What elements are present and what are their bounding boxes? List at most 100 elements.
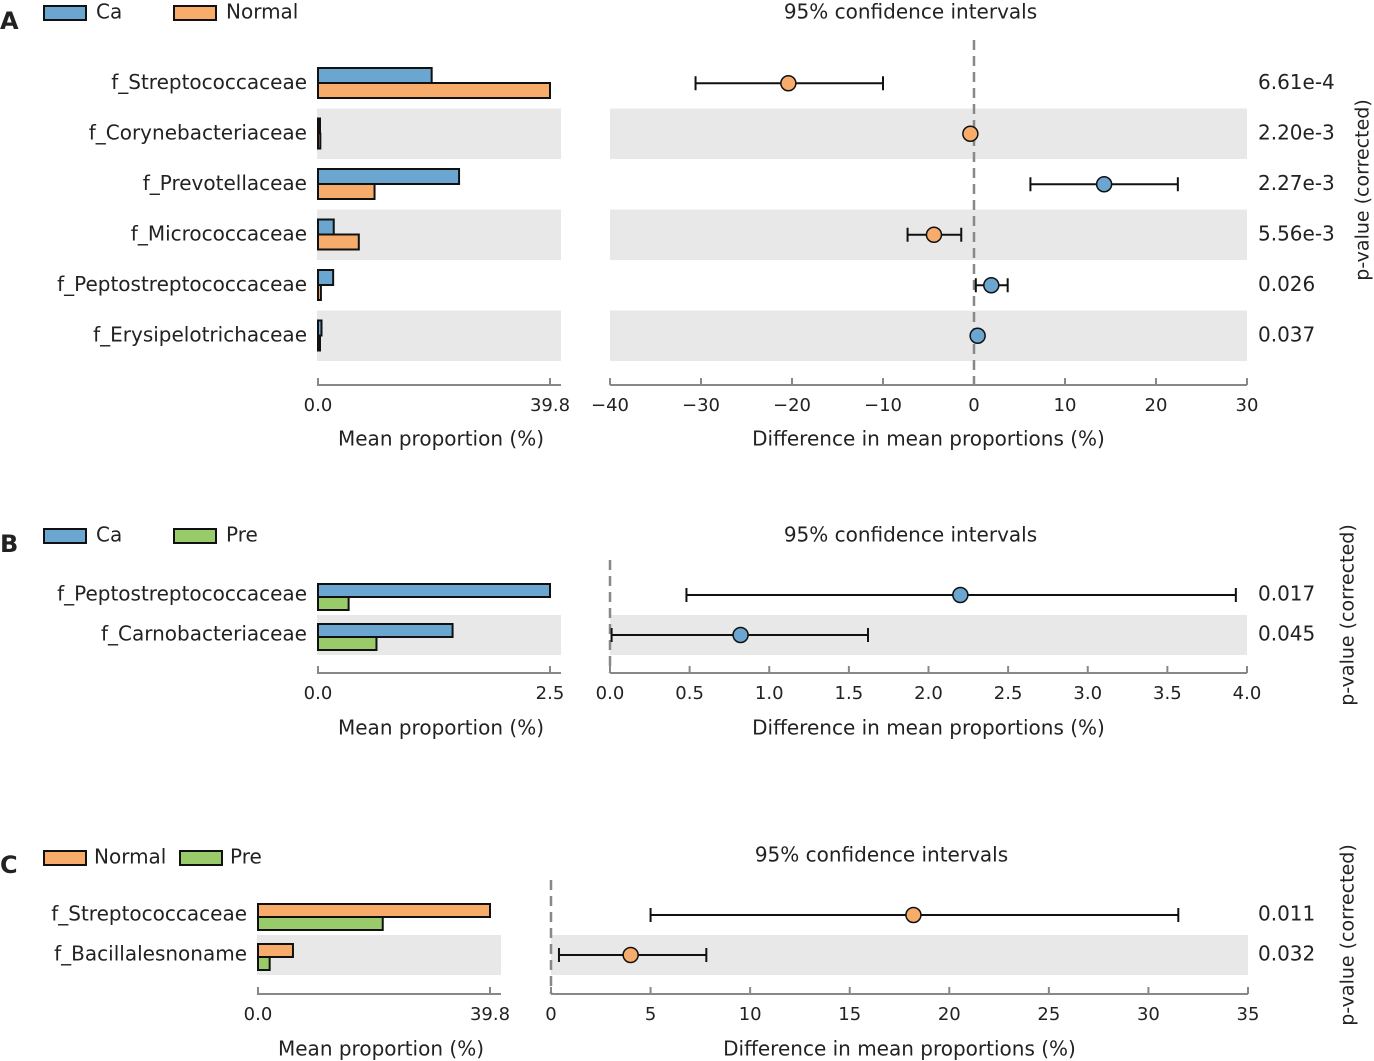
p-value-axis-label: p-value (corrected) — [1337, 524, 1359, 705]
diff-axis-tick-label: 0.5 — [675, 683, 704, 704]
mean-axis-title: Mean proportion (%) — [338, 427, 544, 451]
diff-axis-title: Difference in mean proportions (%) — [752, 716, 1105, 740]
diff-axis-title: Difference in mean proportions (%) — [752, 427, 1105, 451]
legend-swatch-ca — [43, 5, 87, 21]
diff-axis-tick-label: −40 — [591, 395, 629, 416]
category-label: f_Erysipelotrichaceae — [93, 322, 307, 346]
mean-axis-tick-label: 2.5 — [536, 683, 565, 704]
p-value: 6.61e-4 — [1258, 70, 1335, 94]
category-label: f_Streptococcaceae — [111, 70, 307, 94]
ci-point — [969, 327, 986, 344]
category-label: f_Peptostreptococcaceae — [57, 582, 307, 606]
category-label: f_Streptococcaceae — [51, 902, 247, 926]
diff-axis-tick-label: 2.5 — [994, 683, 1023, 704]
diff-axis-tick-label: 30 — [1236, 395, 1259, 416]
diff-axis-tick-label: 10 — [739, 1004, 762, 1025]
ci-point — [983, 277, 1000, 294]
bar-pre — [257, 956, 271, 971]
bar-ca — [317, 168, 461, 185]
bar-pre — [317, 636, 378, 651]
legend-label-ca: Ca — [96, 523, 122, 547]
category-label: f_Corynebacteriaceae — [89, 120, 307, 144]
mean-axis-tick-label: 39.8 — [530, 395, 570, 416]
panel-c: C Normal Pre 95% confidence intervals f_Stre… — [0, 843, 1359, 1061]
legend-label-normal: Normal — [94, 845, 166, 869]
panel-letter: C — [0, 851, 18, 879]
row-stripe-mean — [317, 310, 561, 361]
ci-point — [925, 226, 943, 243]
ci-point — [905, 906, 922, 924]
ci-title: 95% confidence intervals — [755, 843, 1008, 867]
diff-axis-tick-label: 30 — [1137, 1004, 1160, 1025]
bar-normal — [317, 284, 322, 301]
category-label: f_Peptostreptococcaceae — [57, 272, 307, 296]
p-value: 0.026 — [1258, 272, 1315, 296]
diff-axis-tick-label: 15 — [838, 1004, 861, 1025]
bar-ca — [317, 623, 454, 638]
panel-letter: A — [0, 7, 19, 35]
p-value: 0.017 — [1258, 582, 1315, 606]
category-label: f_Micrococcaceae — [131, 221, 307, 245]
bar-normal — [257, 903, 491, 918]
diff-axis-tick-label: 3.5 — [1153, 683, 1182, 704]
ci-point — [780, 75, 797, 92]
legend-swatch-ca — [43, 528, 87, 544]
mean-axis-tick-label: 39.8 — [470, 1004, 510, 1025]
diff-axis-tick-label: −30 — [682, 395, 720, 416]
bar-ca — [317, 117, 321, 135]
row-stripe-ci — [610, 310, 1247, 361]
bar-normal — [317, 82, 551, 99]
ci-title: 95% confidence intervals — [784, 523, 1037, 547]
bar-normal — [317, 132, 322, 150]
diff-axis-tick-label: 2.0 — [914, 683, 943, 704]
mean-axis-tick-label: 0.0 — [304, 683, 333, 704]
legend-label-pre: Pre — [226, 523, 258, 547]
mean-axis-title: Mean proportion (%) — [278, 1037, 484, 1061]
bar-normal — [257, 943, 294, 958]
bar-ca — [317, 67, 433, 84]
diff-axis-tick-label: 3.0 — [1073, 683, 1102, 704]
legend-label-ca: Ca — [96, 0, 122, 24]
diff-axis-tick-label: 25 — [1037, 1004, 1060, 1025]
row-stripe-ci — [610, 108, 1247, 159]
diff-axis-tick-label: 1.5 — [835, 683, 864, 704]
category-label: f_Prevotellaceae — [143, 171, 307, 195]
ci-point — [732, 626, 749, 644]
ci-point — [622, 946, 639, 964]
bar-normal — [317, 334, 321, 352]
p-value: 0.032 — [1258, 942, 1315, 966]
diff-axis-tick-label: 20 — [1145, 395, 1168, 416]
ci-title: 95% confidence intervals — [784, 0, 1037, 24]
row-stripe-mean — [257, 935, 501, 975]
p-value: 0.045 — [1258, 622, 1315, 646]
legend-swatch-pre — [179, 850, 223, 866]
mean-axis-tick-label: 0.0 — [304, 395, 333, 416]
bar-pre — [257, 916, 384, 931]
legend-swatch-pre — [173, 528, 217, 544]
bar-ca — [317, 319, 323, 337]
row-stripe-mean — [317, 108, 561, 159]
legend-swatch-normal — [173, 5, 217, 21]
bar-ca — [317, 218, 335, 236]
p-value: 5.56e-3 — [1258, 221, 1335, 245]
legend-label-normal: Normal — [226, 0, 298, 24]
bar-normal — [317, 183, 376, 200]
p-value: 2.20e-3 — [1258, 120, 1335, 144]
legend-swatch-normal — [43, 850, 87, 866]
diff-axis-tick-label: 35 — [1237, 1004, 1260, 1025]
p-value-axis-label: p-value (corrected) — [1337, 844, 1359, 1025]
p-value: 0.037 — [1258, 322, 1315, 346]
mean-axis-title: Mean proportion (%) — [338, 716, 544, 740]
category-label: f_Carnobacteriaceae — [101, 622, 307, 646]
bar-ca — [317, 269, 335, 286]
mean-axis-tick-label: 0.0 — [244, 1004, 273, 1025]
diff-axis-tick-label: 5 — [645, 1004, 656, 1025]
panel-letter: B — [0, 530, 18, 558]
ci-point — [962, 125, 979, 142]
diff-axis-tick-label: 1.0 — [755, 683, 784, 704]
diff-axis-tick-label: −10 — [864, 395, 902, 416]
diff-axis-tick-label: 10 — [1054, 395, 1077, 416]
legend-label-pre: Pre — [230, 845, 262, 869]
bar-pre — [317, 596, 350, 611]
diff-axis-tick-label: 20 — [938, 1004, 961, 1025]
